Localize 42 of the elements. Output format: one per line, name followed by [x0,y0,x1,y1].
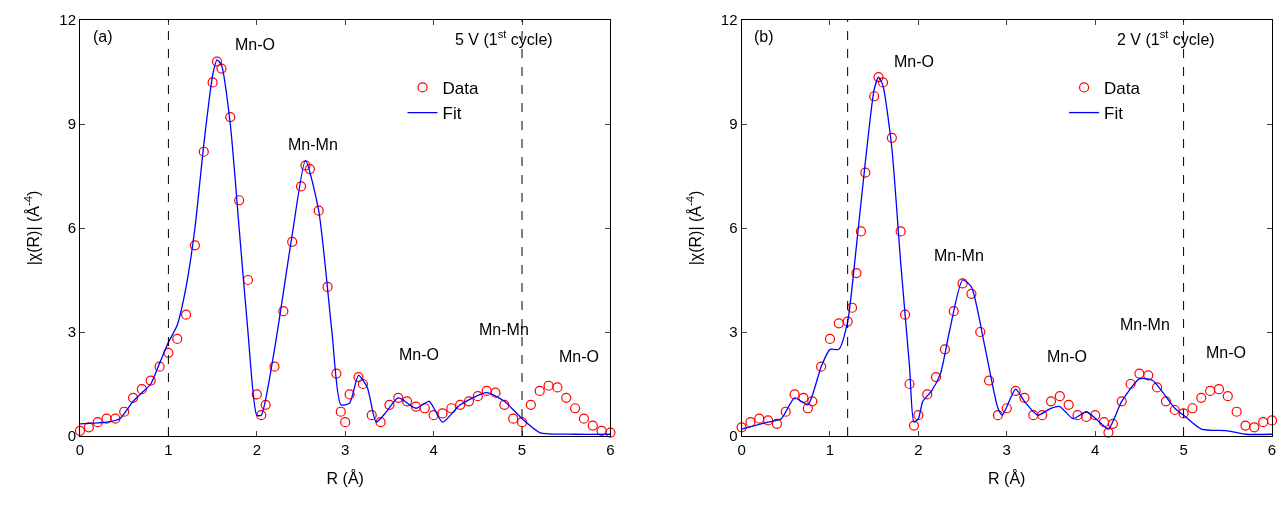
x-tick-label: 5 [517,441,527,458]
annotation: Mn-Mn [288,136,338,153]
y-tick-label: 12 [59,11,76,29]
legend-label: Data [1104,79,1141,99]
x-tick-label: 3 [1002,441,1011,458]
y-tick-label: 0 [729,427,738,445]
legend-label: Fit [442,104,462,124]
x-axis-title: R (Å) [988,468,1026,487]
annotation: Mn-O [559,348,599,365]
x-tick-label: 4 [429,441,438,458]
annotation: Mn-Mn [479,321,529,338]
annotation: Mn-O [1206,344,1246,361]
y-tick-label: 9 [67,115,76,133]
y-tick-label: 9 [729,115,738,133]
x-tick-label: 6 [1267,441,1277,458]
y-tick-label: 3 [729,323,738,341]
y-tick-label: 0 [67,427,76,445]
annotation: (a) [93,28,113,45]
x-tick-label: 6 [606,441,615,458]
x-tick-label: 1 [825,441,835,458]
annotation: 2 V (1$^{st}$ cycle) [1117,28,1215,48]
x-tick-label: 1 [164,441,173,458]
x-tick-label: 3 [341,441,350,458]
legend-label: Fit [1104,104,1124,124]
annotation: Mn-O [399,346,439,363]
legend-label: Data [442,79,479,99]
annotation: Mn-O [235,36,275,53]
annotation: 5 V (1$^{st}$ cycle) [455,28,553,48]
y-tick-label: 12 [720,11,738,29]
annotation: Mn-Mn [1120,316,1170,333]
y-tick-label: 3 [67,323,76,341]
x-tick-label: 5 [1179,441,1188,458]
y-tick-label: 6 [729,219,738,237]
x-tick-label: 2 [914,441,923,458]
annotation: Mn-O [894,53,934,70]
annotation: (b) [754,28,774,45]
x-axis-title: R (Å) [326,468,364,487]
annotation: Mn-Mn [934,247,984,264]
y-tick-label: 6 [67,219,76,237]
x-tick-label: 2 [252,441,261,458]
x-tick-label: 4 [1091,441,1100,458]
annotation: Mn-O [1047,348,1087,365]
